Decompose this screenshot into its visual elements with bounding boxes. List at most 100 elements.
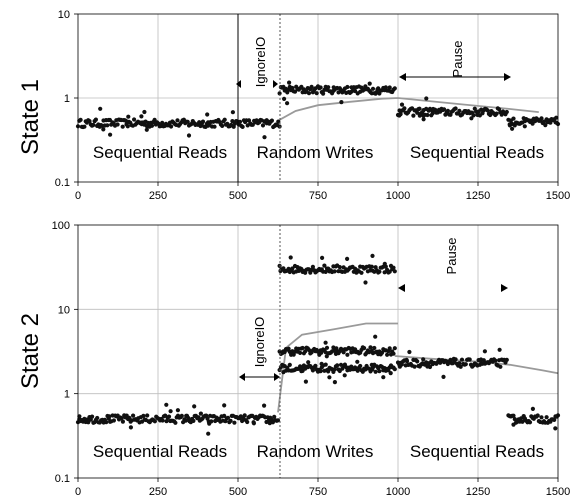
data-point — [264, 118, 269, 123]
data-point — [324, 345, 330, 350]
data-point — [391, 351, 396, 356]
data-point — [164, 402, 169, 407]
data-point — [86, 420, 91, 425]
data-point — [392, 367, 397, 372]
data-point — [323, 340, 328, 345]
data-point — [527, 420, 533, 425]
data-point — [398, 112, 403, 117]
data-point — [504, 357, 509, 362]
data-point — [237, 119, 243, 124]
phase-label: Random Writes — [257, 143, 374, 162]
data-point — [441, 374, 446, 379]
data-point — [124, 119, 129, 124]
data-point — [292, 89, 298, 94]
data-point — [145, 413, 150, 418]
data-point — [117, 416, 122, 421]
data-point — [323, 269, 328, 274]
data-point — [387, 346, 392, 351]
data-point — [397, 364, 402, 369]
x-tick-label: 1500 — [546, 486, 570, 498]
data-point — [126, 114, 131, 119]
data-point — [108, 132, 113, 137]
data-point — [322, 263, 327, 268]
data-point — [285, 101, 290, 106]
data-point — [421, 357, 426, 362]
data-point — [321, 91, 326, 96]
trend-line — [279, 97, 539, 121]
data-point — [417, 106, 422, 111]
data-point — [375, 87, 380, 92]
data-point — [299, 365, 304, 370]
data-point — [290, 266, 295, 271]
data-point — [173, 420, 178, 425]
data-point — [206, 431, 211, 436]
x-tick-label: 1000 — [386, 486, 410, 498]
data-point — [404, 357, 409, 362]
data-point — [95, 415, 100, 421]
data-point — [553, 426, 558, 431]
data-point — [457, 108, 462, 113]
data-point — [385, 352, 390, 357]
data-point — [507, 123, 512, 128]
data-point — [220, 123, 225, 128]
data-point — [453, 106, 458, 111]
data-point — [445, 108, 450, 113]
data-point — [539, 415, 544, 420]
data-point — [228, 418, 233, 423]
data-point — [166, 414, 172, 419]
data-point — [415, 110, 420, 115]
data-point — [448, 357, 453, 362]
data-point — [511, 116, 516, 121]
data-point — [391, 265, 396, 270]
data-point — [431, 106, 436, 112]
data-point — [332, 269, 337, 274]
data-point — [125, 124, 130, 129]
data-point — [120, 124, 125, 129]
data-point — [184, 413, 189, 418]
data-point — [152, 419, 157, 424]
data-point — [381, 375, 386, 380]
data-point — [377, 369, 382, 374]
data-point — [282, 96, 287, 101]
data-point — [132, 117, 137, 122]
data-point — [332, 380, 337, 385]
data-point — [230, 110, 235, 115]
data-point — [494, 111, 499, 116]
data-point — [387, 85, 392, 90]
data-point — [424, 96, 429, 101]
data-point — [485, 108, 490, 113]
data-points — [75, 253, 561, 436]
data-point — [105, 123, 110, 128]
data-point — [149, 123, 155, 128]
data-point — [554, 115, 559, 120]
data-point — [288, 255, 293, 260]
data-point — [535, 413, 540, 418]
data-point — [345, 352, 350, 357]
data-point — [345, 256, 350, 261]
data-point — [287, 80, 292, 85]
data-point — [306, 91, 312, 96]
data-point — [286, 346, 291, 351]
data-point — [160, 120, 165, 125]
data-point — [306, 360, 311, 365]
data-point — [180, 119, 185, 124]
data-point — [300, 345, 305, 351]
data-point — [379, 350, 385, 355]
data-point — [160, 418, 165, 423]
data-point — [169, 124, 174, 129]
data-point — [200, 119, 206, 124]
x-tick-label: 500 — [229, 190, 247, 202]
phase-label: Sequential Reads — [410, 143, 544, 162]
data-point — [120, 419, 125, 424]
data-point — [504, 109, 509, 115]
data-point — [78, 117, 83, 122]
data-point — [318, 369, 323, 374]
data-point — [240, 124, 245, 129]
data-point — [411, 113, 416, 118]
data-point — [407, 349, 412, 355]
arrow-left-icon — [236, 80, 241, 88]
data-point — [206, 123, 211, 128]
data-point — [392, 346, 397, 351]
y-tick-label: 0.1 — [55, 177, 70, 189]
